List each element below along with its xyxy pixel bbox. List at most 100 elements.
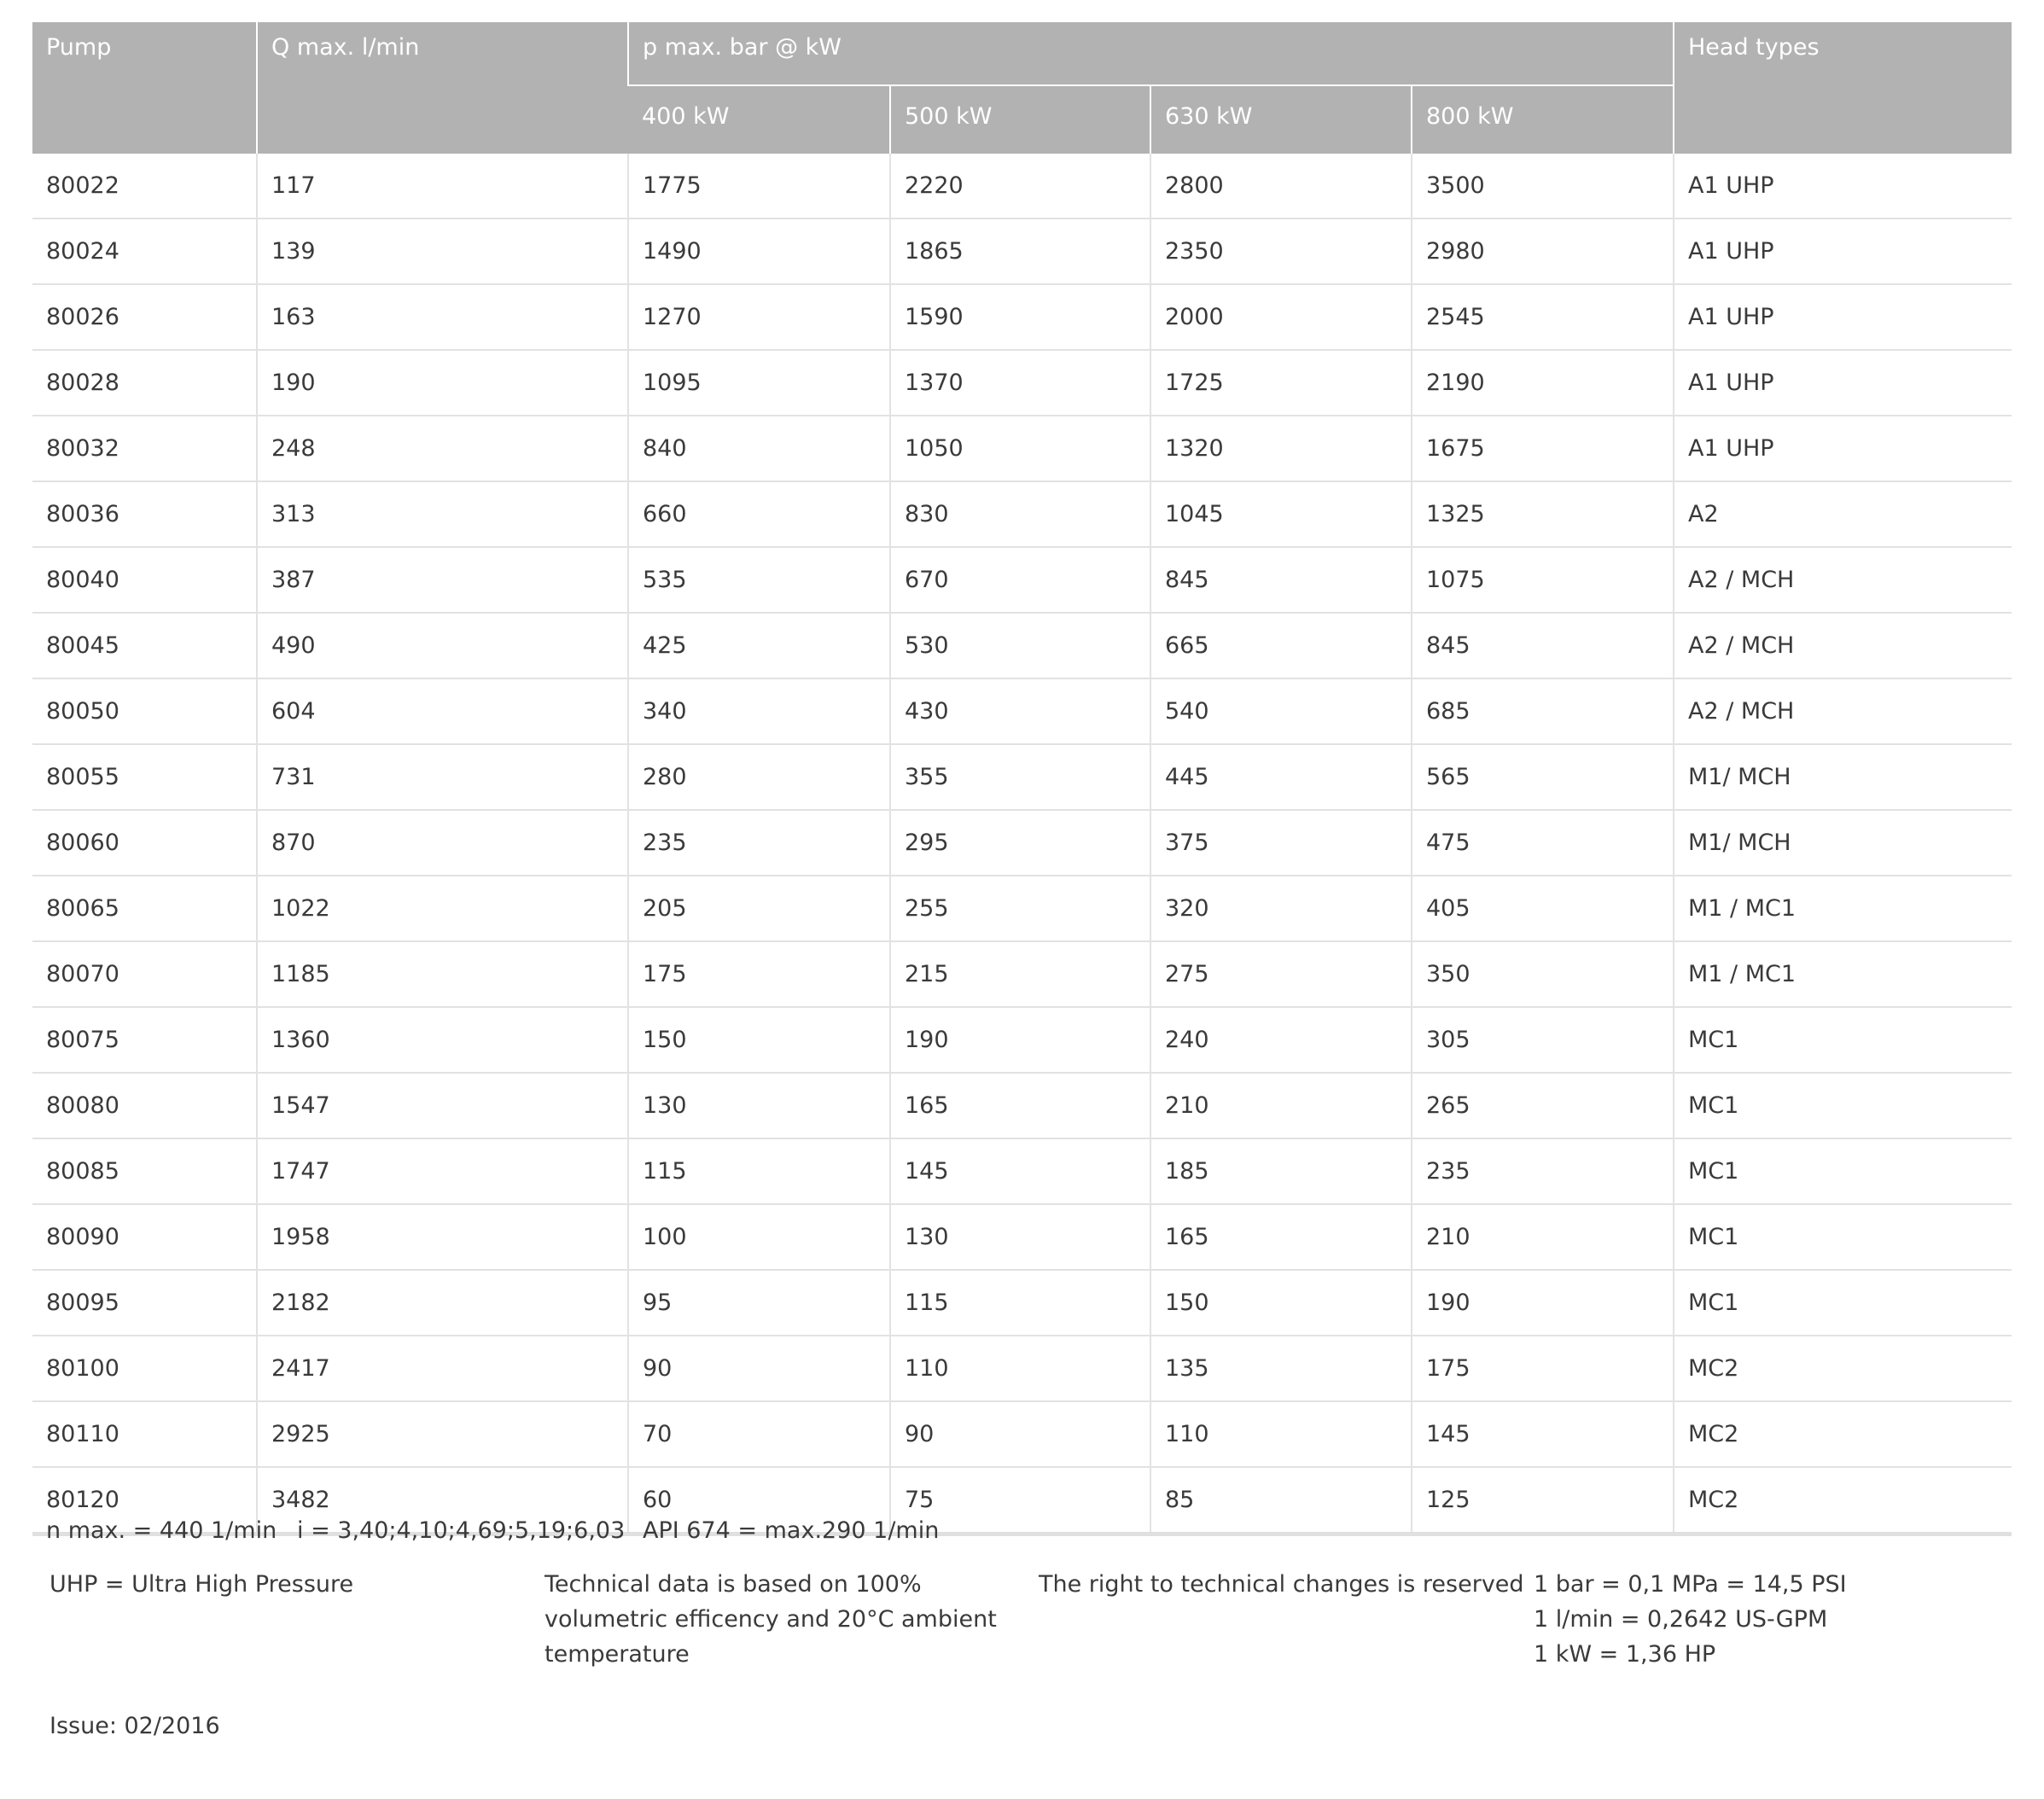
- cell-p-500kw: 110: [889, 1336, 1150, 1402]
- cell-head-type: MC1: [1673, 1073, 2012, 1139]
- cell-head-type: MC2: [1673, 1336, 2012, 1402]
- cell-qmax: 387: [256, 547, 628, 614]
- cell-p-630kw: 240: [1150, 1007, 1412, 1074]
- cell-p-400kw: 535: [627, 547, 890, 614]
- table-row: 80050 604 340 430 540 685 A2 / MCH: [32, 678, 2012, 745]
- header-pump: Pump: [32, 22, 257, 154]
- table-row: 80060 870 235 295 375 475 M1/ MCH: [32, 810, 2012, 876]
- note-api: API 674 = max.290 1/min: [643, 1517, 940, 1544]
- cell-p-500kw: 255: [889, 876, 1150, 942]
- cell-head-type: A1 UHP: [1673, 284, 2012, 351]
- cell-p-400kw: 175: [627, 941, 890, 1008]
- cell-pump: 80026: [32, 284, 257, 351]
- cell-p-800kw: 685: [1411, 678, 1674, 745]
- header-pmax-group: p max. bar @ kW: [627, 22, 1674, 85]
- cell-p-630kw: 85: [1150, 1467, 1412, 1536]
- cell-p-500kw: 295: [889, 810, 1150, 876]
- table-row: 80090 1958 100 130 165 210 MC1: [32, 1204, 2012, 1271]
- cell-p-400kw: 130: [627, 1073, 890, 1139]
- cell-p-500kw: 355: [889, 744, 1150, 811]
- header-800kw: 800 kW: [1411, 84, 1674, 154]
- cell-p-800kw: 175: [1411, 1336, 1674, 1402]
- header-500kw: 500 kW: [889, 84, 1150, 154]
- cell-p-400kw: 100: [627, 1204, 890, 1271]
- cell-p-630kw: 2000: [1150, 284, 1412, 351]
- pump-spec-table: Pump Q max. l/min p max. bar @ kW Head t…: [32, 22, 2012, 1536]
- cell-qmax: 313: [256, 481, 628, 548]
- cell-p-630kw: 135: [1150, 1336, 1412, 1402]
- cell-p-400kw: 205: [627, 876, 890, 942]
- cell-p-630kw: 445: [1150, 744, 1412, 811]
- conversion-line: 1 bar = 0,1 MPa = 14,5 PSI: [1534, 1571, 1847, 1598]
- cell-pump: 80045: [32, 613, 257, 679]
- cell-p-500kw: 130: [889, 1204, 1150, 1271]
- note-rights: The right to technical changes is reserv…: [1039, 1571, 1524, 1598]
- cell-p-400kw: 840: [627, 416, 890, 482]
- cell-p-400kw: 60: [627, 1467, 890, 1536]
- cell-head-type: M1 / MC1: [1673, 941, 2012, 1008]
- cell-p-500kw: 670: [889, 547, 1150, 614]
- cell-p-400kw: 660: [627, 481, 890, 548]
- cell-head-type: M1/ MCH: [1673, 744, 2012, 811]
- cell-p-400kw: 280: [627, 744, 890, 811]
- issue-date: Issue: 02/2016: [49, 1713, 220, 1739]
- cell-qmax: 870: [256, 810, 628, 876]
- cell-p-800kw: 475: [1411, 810, 1674, 876]
- cell-p-800kw: 210: [1411, 1204, 1674, 1271]
- cell-pump: 80110: [32, 1401, 257, 1468]
- cell-p-400kw: 115: [627, 1138, 890, 1205]
- header-head-types: Head types: [1673, 22, 2012, 154]
- table-row: 80040 387 535 670 845 1075 A2 / MCH: [32, 547, 2012, 614]
- note-technical-line: Technical data is based on 100%: [544, 1571, 922, 1598]
- cell-pump: 80028: [32, 350, 257, 416]
- cell-qmax: 1547: [256, 1073, 628, 1139]
- cell-qmax: 731: [256, 744, 628, 811]
- table-row: 80075 1360 150 190 240 305 MC1: [32, 1007, 2012, 1074]
- cell-head-type: A1 UHP: [1673, 350, 2012, 416]
- cell-p-400kw: 1775: [627, 154, 890, 219]
- table-row: 80070 1185 175 215 275 350 M1 / MC1: [32, 941, 2012, 1008]
- table-row: 80095 2182 95 115 150 190 MC1: [32, 1270, 2012, 1336]
- cell-head-type: A1 UHP: [1673, 218, 2012, 285]
- table-row: 80065 1022 205 255 320 405 M1 / MC1: [32, 876, 2012, 942]
- cell-p-630kw: 665: [1150, 613, 1412, 679]
- cell-p-500kw: 90: [889, 1401, 1150, 1468]
- cell-p-400kw: 1095: [627, 350, 890, 416]
- table-row: 80080 1547 130 165 210 265 MC1: [32, 1073, 2012, 1139]
- cell-p-500kw: 215: [889, 941, 1150, 1008]
- header-630kw: 630 kW: [1150, 84, 1412, 154]
- cell-p-500kw: 1050: [889, 416, 1150, 482]
- cell-pump: 80090: [32, 1204, 257, 1271]
- cell-p-800kw: 405: [1411, 876, 1674, 942]
- cell-p-500kw: 190: [889, 1007, 1150, 1074]
- note-nmax: n max. = 440 1/min: [46, 1517, 277, 1544]
- table-row: 80022 117 1775 2220 2800 3500 A1 UHP: [32, 154, 2012, 219]
- cell-p-500kw: 75: [889, 1467, 1150, 1536]
- cell-p-500kw: 1865: [889, 218, 1150, 285]
- cell-pump: 80085: [32, 1138, 257, 1205]
- cell-p-630kw: 110: [1150, 1401, 1412, 1468]
- cell-p-800kw: 565: [1411, 744, 1674, 811]
- cell-p-800kw: 1675: [1411, 416, 1674, 482]
- table-row: 80024 139 1490 1865 2350 2980 A1 UHP: [32, 218, 2012, 285]
- header-400kw: 400 kW: [628, 84, 890, 154]
- cell-qmax: 1022: [256, 876, 628, 942]
- cell-p-400kw: 1270: [627, 284, 890, 351]
- cell-p-500kw: 1590: [889, 284, 1150, 351]
- cell-pump: 80075: [32, 1007, 257, 1074]
- cell-p-500kw: 1370: [889, 350, 1150, 416]
- table-row: 80032 248 840 1050 1320 1675 A1 UHP: [32, 416, 2012, 482]
- cell-pump: 80032: [32, 416, 257, 482]
- cell-p-630kw: 320: [1150, 876, 1412, 942]
- cell-pump: 80022: [32, 154, 257, 219]
- cell-qmax: 117: [256, 154, 628, 219]
- table-row: 80036 313 660 830 1045 1325 A2: [32, 481, 2012, 548]
- cell-p-400kw: 70: [627, 1401, 890, 1468]
- table-row: 80045 490 425 530 665 845 A2 / MCH: [32, 613, 2012, 679]
- table-row: 80028 190 1095 1370 1725 2190 A1 UHP: [32, 350, 2012, 416]
- cell-pump: 80120: [32, 1467, 257, 1536]
- cell-pump: 80080: [32, 1073, 257, 1139]
- cell-qmax: 3482: [256, 1467, 628, 1536]
- note-ratio: i = 3,40;4,10;4,69;5,19;6,03: [297, 1517, 626, 1544]
- cell-p-630kw: 165: [1150, 1204, 1412, 1271]
